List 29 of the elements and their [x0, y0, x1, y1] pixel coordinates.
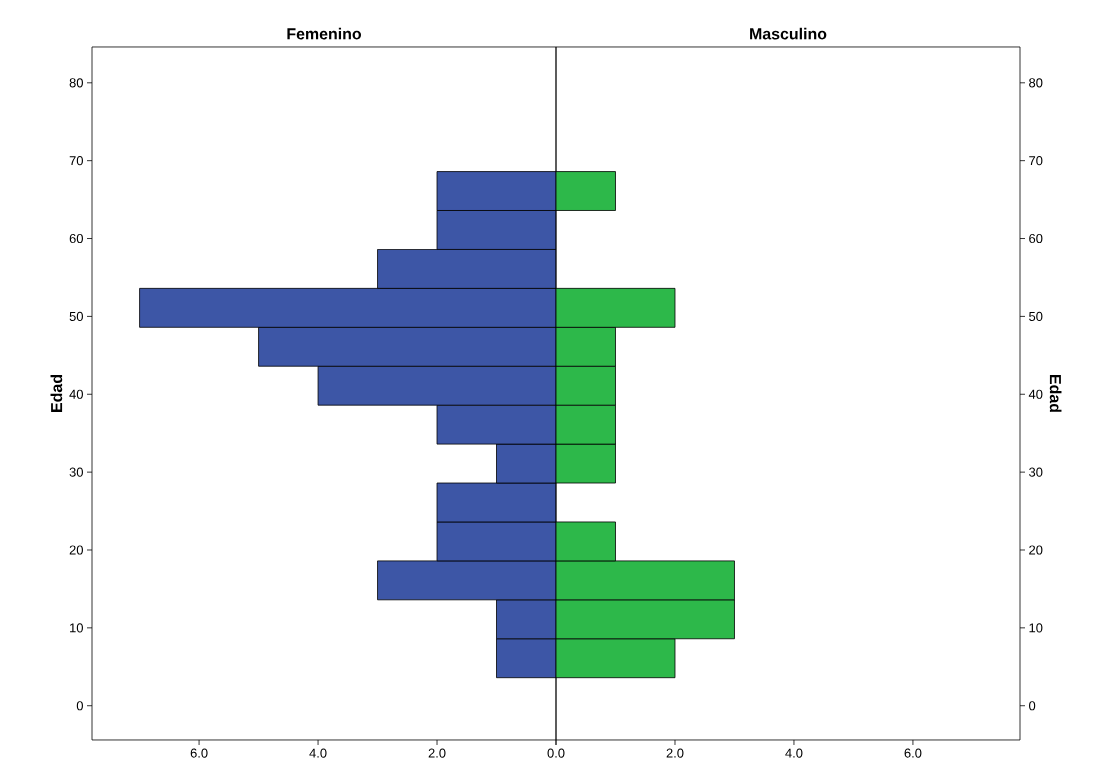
chart-title: Femenino	[287, 27, 362, 40]
y-tick-label: 30	[69, 467, 83, 477]
x-tick-label: 6.0	[190, 748, 208, 758]
y-tick-label: 70	[69, 156, 83, 166]
x-tick-label: 2.0	[428, 748, 446, 758]
y-tick-label: 0	[76, 701, 83, 711]
y-tick-label: 50	[1029, 311, 1043, 321]
y-tick-label: 80	[1029, 78, 1043, 88]
y-tick-label: 70	[1029, 156, 1043, 166]
y-tick-label: 20	[69, 545, 83, 555]
chart-title: Masculino	[750, 27, 827, 40]
y-tick-label: 10	[70, 623, 83, 633]
y-tick-label: 0	[1029, 701, 1036, 711]
x-tick-label: 6.0	[904, 748, 922, 758]
x-tick-label: 2.0	[666, 748, 684, 758]
x-tick-label: 4.0	[309, 748, 327, 758]
y-tick-label: 50	[69, 311, 83, 321]
x-tick-label: 0.0	[547, 748, 565, 758]
x-tick-label: 4.0	[785, 748, 803, 758]
y-axis-title: Edad	[50, 375, 63, 412]
y-tick-label: 10	[1029, 623, 1043, 633]
y-tick-label: 40	[1028, 389, 1043, 399]
y-axis-title: Edad	[1049, 375, 1062, 412]
y-tick-label: 60	[69, 233, 83, 244]
y-tick-label: 80	[69, 78, 83, 88]
y-tick-label: 40	[69, 389, 83, 399]
y-tick-label: 30	[1029, 467, 1043, 477]
y-tick-label: 20	[1029, 545, 1043, 555]
y-tick-label: 60	[1029, 233, 1043, 244]
